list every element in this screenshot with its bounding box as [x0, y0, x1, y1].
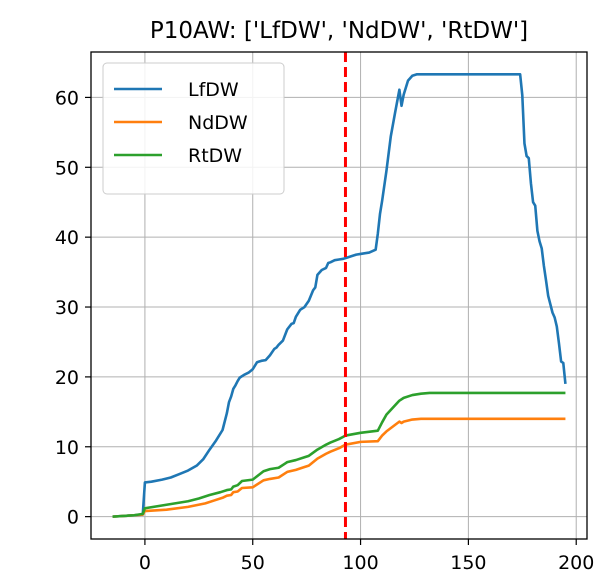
y-tick-label: 40 [55, 227, 79, 249]
legend-label: RtDW [188, 145, 242, 167]
plot-area [112, 73, 567, 518]
y-tick-label: 20 [55, 367, 79, 389]
x-tick-label: 50 [241, 552, 265, 574]
y-tick-label: 30 [55, 297, 79, 319]
x-tick-label: 150 [450, 552, 486, 574]
axes: 0 50 100 150 200 0 10 20 30 40 50 60 [55, 87, 595, 574]
y-tick-label: 0 [67, 507, 79, 529]
y-tick-label: 50 [55, 157, 79, 179]
y-tick-label: 60 [55, 87, 79, 109]
plot-frame [90, 51, 588, 540]
series-line-rtdw [112, 391, 566, 518]
legend-box [102, 62, 285, 195]
legend-label: LfDW [188, 79, 239, 101]
legend: LfDW NdDW RtDW [102, 62, 285, 195]
x-tick-label: 200 [558, 552, 594, 574]
x-tick-label: 100 [342, 552, 378, 574]
series-line-nddw [112, 417, 566, 518]
chart-title: P10AW: ['LfDW', 'NdDW', 'RtDW'] [150, 18, 528, 44]
x-tick-label: 0 [139, 552, 151, 574]
legend-label: NdDW [188, 112, 248, 134]
y-tick-label: 10 [55, 437, 79, 459]
series-line-lfdw [112, 73, 567, 518]
